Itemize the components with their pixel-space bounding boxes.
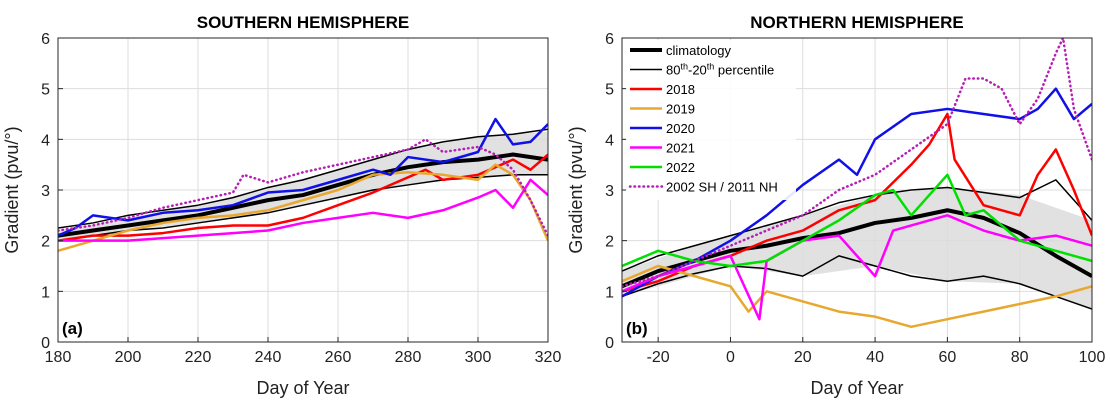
y-tick-label: 0 bbox=[41, 335, 50, 352]
series-line-7 bbox=[622, 173, 1092, 268]
x-axis-label: Day of Year bbox=[256, 378, 349, 398]
series-line-6 bbox=[58, 178, 548, 242]
series-line-5 bbox=[622, 87, 1092, 298]
y-axis-label: Gradient (pvu/°) bbox=[566, 126, 586, 253]
x-tick-label: 260 bbox=[325, 349, 352, 366]
chart-title: NORTHERN HEMISPHERE bbox=[750, 13, 963, 32]
series-line-2 bbox=[622, 255, 1092, 310]
x-tick-label: 240 bbox=[255, 349, 282, 366]
y-tick-label: 2 bbox=[605, 234, 614, 251]
legend-label: 2019 bbox=[666, 102, 695, 117]
x-tick-label: -20 bbox=[647, 349, 670, 366]
y-tick-label: 4 bbox=[41, 132, 50, 149]
x-tick-label: 0 bbox=[726, 349, 735, 366]
plot-content bbox=[58, 117, 548, 253]
y-tick-label: 0 bbox=[605, 335, 614, 352]
x-tick-label: 220 bbox=[185, 349, 212, 366]
legend-label: 2002 SH / 2011 NH bbox=[666, 180, 778, 195]
x-tick-label: 40 bbox=[866, 349, 884, 366]
legend-label: 2020 bbox=[666, 121, 695, 136]
x-tick-label: 20 bbox=[794, 349, 812, 366]
legend-box bbox=[626, 40, 796, 200]
y-tick-label: 1 bbox=[605, 284, 614, 301]
y-tick-label: 6 bbox=[605, 31, 614, 48]
x-tick-label: 200 bbox=[115, 349, 142, 366]
x-tick-label: 80 bbox=[1011, 349, 1029, 366]
x-tick-label: 300 bbox=[465, 349, 492, 366]
y-tick-label: 3 bbox=[605, 183, 614, 200]
panel-label: (a) bbox=[62, 319, 83, 338]
x-tick-label: 320 bbox=[535, 349, 562, 366]
series-line-7 bbox=[58, 138, 548, 237]
legend-label: 80th-20th percentile bbox=[666, 62, 774, 78]
y-tick-label: 4 bbox=[605, 132, 614, 149]
y-tick-label: 5 bbox=[605, 82, 614, 99]
series-line-8 bbox=[622, 38, 1092, 288]
series-line-0 bbox=[622, 208, 1092, 289]
series-line-4 bbox=[58, 163, 548, 253]
legend-label: 2018 bbox=[666, 82, 695, 97]
legend-label: 2022 bbox=[666, 160, 695, 175]
y-axis-label: Gradient (pvu/°) bbox=[2, 126, 22, 253]
series-line-6 bbox=[622, 214, 1092, 321]
series-line-0 bbox=[58, 152, 548, 238]
x-tick-label: 100 bbox=[1079, 349, 1106, 366]
x-tick-label: 180 bbox=[45, 349, 72, 366]
series-line-1 bbox=[58, 128, 548, 229]
series-line-1 bbox=[622, 179, 1092, 272]
y-tick-label: 3 bbox=[41, 183, 50, 200]
x-tick-label: 280 bbox=[395, 349, 422, 366]
y-tick-label: 6 bbox=[41, 31, 50, 48]
series-line-5 bbox=[58, 117, 548, 237]
x-tick-label: 60 bbox=[938, 349, 956, 366]
series-line-4 bbox=[622, 264, 1092, 329]
y-tick-label: 5 bbox=[41, 82, 50, 99]
x-axis-label: Day of Year bbox=[810, 378, 903, 398]
legend-label: climatology bbox=[666, 43, 732, 58]
y-tick-label: 1 bbox=[41, 284, 50, 301]
panel-label: (b) bbox=[626, 319, 648, 338]
plot-content bbox=[622, 38, 1092, 329]
chart-title: SOUTHERN HEMISPHERE bbox=[197, 13, 410, 32]
panel-b: -20 0 20 40 60 80 100 0 1 2 3 4 5 6 NORTHERN HEMISPHER… bbox=[566, 13, 1105, 398]
panel-a: 180 200 220 240 260 280 300 320 0 1 2 3 4 5 6 SOUTHERN … bbox=[2, 13, 561, 398]
y-tick-label: 2 bbox=[41, 234, 50, 251]
legend: climatology 80th-20th percentile 2018 2019 2… bbox=[626, 40, 796, 200]
legend-label: 2021 bbox=[666, 141, 695, 156]
